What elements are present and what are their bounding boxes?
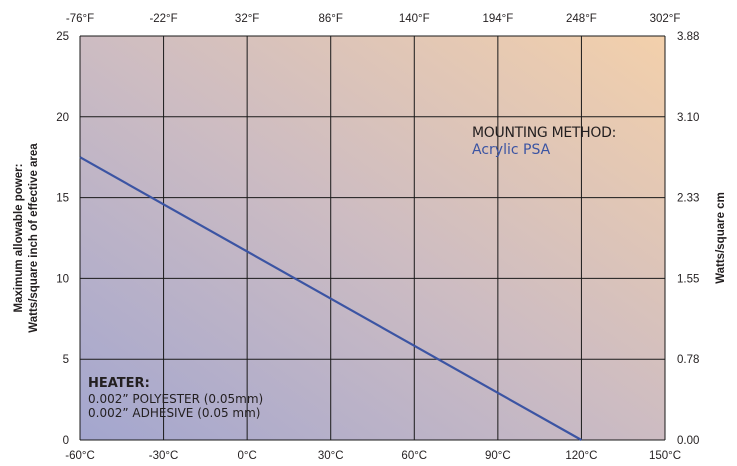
x-tick-label-fahrenheit: 140°F <box>399 13 430 25</box>
y-axis-left: 0 5 10 15 20 25 <box>56 31 69 447</box>
y-axis-left-label-line-2: Watts/square inch of effective area <box>28 143 40 333</box>
x-tick-label-fahrenheit: -22°F <box>149 13 177 25</box>
heater-spec-line-2: 0.002” ADHESIVE (0.05 mm) <box>88 406 261 420</box>
plot-area <box>80 36 665 440</box>
mounting-method-value: Acrylic PSA <box>472 142 551 158</box>
y-tick-label-right: 0.78 <box>677 354 699 366</box>
y-axis-right: 0.00 0.78 1.55 2.33 3.10 3.88 <box>677 31 699 447</box>
y-axis-right-label: Watts/square cm <box>715 192 727 284</box>
x-tick-label-fahrenheit: 302°F <box>650 13 681 25</box>
series-line <box>79 156 582 441</box>
y-tick-label-left: 15 <box>56 193 69 205</box>
y-tick-label-right: 2.33 <box>677 193 699 205</box>
x-tick-label-fahrenheit: 32°F <box>235 13 259 25</box>
y-tick-label-left: 25 <box>56 31 69 43</box>
y-tick-label-right: 3.10 <box>677 112 699 124</box>
y-tick-label-left: 0 <box>63 435 69 447</box>
y-tick-label-left: 10 <box>56 273 69 285</box>
heater-title: HEATER: <box>88 376 150 391</box>
mounting-method-annotation: MOUNTING METHOD: Acrylic PSA <box>472 125 616 159</box>
x-tick-label-fahrenheit: 86°F <box>319 13 343 25</box>
x-axis-celsius: -60°C -30°C 0°C 30°C 60°C 90°C 120°C 150°C <box>65 450 681 462</box>
x-tick-label-fahrenheit: 248°F <box>566 13 597 25</box>
x-tick-label-celsius: 30°C <box>318 450 344 462</box>
x-axis-fahrenheit: -76°F -22°F 32°F 86°F 140°F 194°F 248°F 302°F <box>66 13 681 25</box>
y-tick-label-left: 5 <box>63 354 69 366</box>
x-tick-label-celsius: 0°C <box>237 450 256 462</box>
mounting-method-title: MOUNTING METHOD: <box>472 125 616 141</box>
grid-lines <box>79 35 666 441</box>
series-group <box>79 156 582 441</box>
x-tick-label-celsius: -30°C <box>149 450 179 462</box>
y-tick-label-left: 20 <box>56 112 69 124</box>
y-tick-label-right: 3.88 <box>677 31 699 43</box>
x-tick-label-fahrenheit: 194°F <box>482 13 513 25</box>
x-tick-label-celsius: 120°C <box>565 450 597 462</box>
x-tick-label-fahrenheit: -76°F <box>66 13 94 25</box>
heater-annotation: HEATER: 0.002” POLYESTER (0.05mm) 0.002”… <box>88 376 264 421</box>
x-tick-label-celsius: 150°C <box>649 450 681 462</box>
y-tick-label-right: 0.00 <box>677 435 699 447</box>
x-tick-label-celsius: -60°C <box>65 450 95 462</box>
y-axis-left-label-line-1: Maximum allowable power: <box>13 164 25 313</box>
x-tick-label-celsius: 90°C <box>485 450 511 462</box>
x-tick-label-celsius: 60°C <box>401 450 427 462</box>
heater-spec-line-1: 0.002” POLYESTER (0.05mm) <box>88 391 264 406</box>
y-tick-label-right: 1.55 <box>677 273 699 285</box>
